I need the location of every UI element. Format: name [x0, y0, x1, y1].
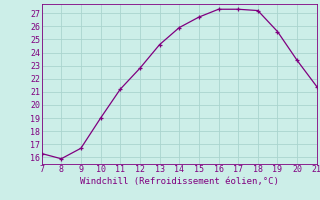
- X-axis label: Windchill (Refroidissement éolien,°C): Windchill (Refroidissement éolien,°C): [80, 177, 279, 186]
